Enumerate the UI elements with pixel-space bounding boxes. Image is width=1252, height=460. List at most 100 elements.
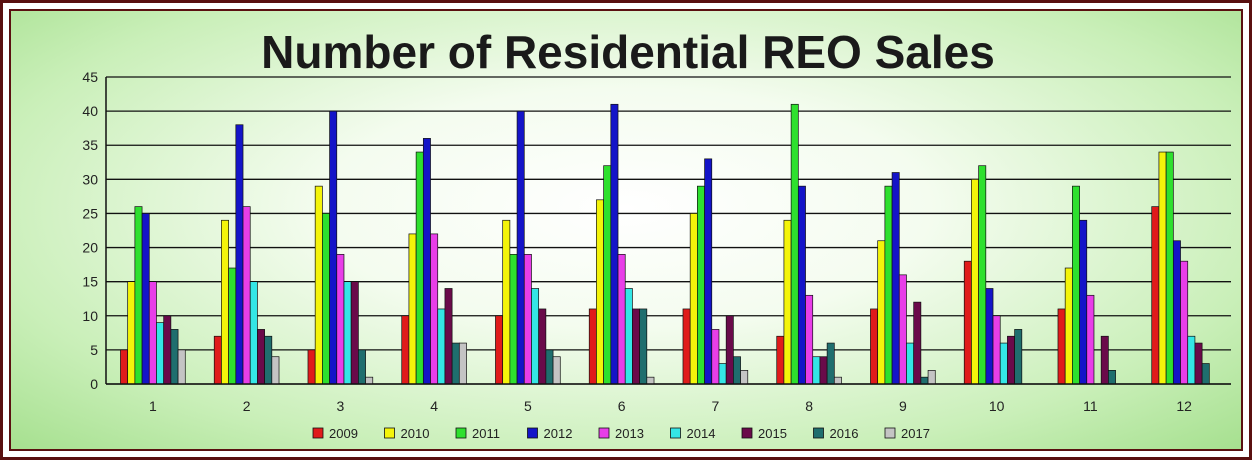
bar-2012-4 — [422, 138, 431, 385]
bar-2015-10 — [1007, 335, 1015, 385]
bar-2013-9 — [898, 274, 907, 385]
bar-2016-4 — [451, 342, 460, 385]
bar-2009-9 — [870, 308, 879, 385]
y-axis-ticks: 0 5 10 15 20 25 30 35 40 45 — [82, 69, 98, 392]
bar-2012-6 — [610, 103, 619, 385]
legend-swatch-2011 — [455, 427, 467, 439]
bar-2016-8 — [826, 342, 835, 385]
grid-lines — [106, 76, 1231, 385]
bar-2014-1 — [156, 322, 165, 385]
bar-2010-6 — [596, 199, 604, 385]
bar-2015-4 — [444, 288, 453, 385]
bar-2011-9 — [884, 185, 893, 385]
bar-2016-5 — [545, 349, 554, 385]
bar-2012-12 — [1172, 240, 1181, 385]
bar-2012-8 — [797, 185, 806, 385]
bar-2014-5 — [531, 288, 540, 385]
bar-2015-11 — [1100, 335, 1109, 385]
bar-2013-1 — [148, 281, 157, 385]
bar-2013-4 — [430, 233, 439, 385]
legend-label-2011: 2011 — [472, 426, 500, 441]
bar-2012-5 — [516, 110, 525, 385]
y-tick-label: 15 — [82, 274, 98, 290]
bar-2010-8 — [783, 219, 792, 385]
bar-2012-11 — [1079, 219, 1088, 385]
bar-2014-6 — [624, 288, 633, 385]
bar-2017-8 — [833, 376, 842, 385]
bar-2015-5 — [538, 308, 547, 385]
bar-2011-1 — [134, 206, 143, 385]
legend-swatch-2009 — [312, 427, 324, 439]
bar-2011-11 — [1072, 185, 1080, 385]
bar-2012-1 — [141, 213, 150, 385]
legend-swatch-2014 — [670, 427, 681, 439]
y-tick-label: 20 — [82, 240, 98, 256]
bar-2016-6 — [639, 308, 648, 385]
bar-2011-2 — [228, 267, 237, 385]
bar-2010-10 — [971, 178, 979, 385]
bar-2013-11 — [1086, 294, 1095, 385]
x-tick-label: 8 — [805, 398, 813, 414]
bar-2014-10 — [999, 342, 1008, 385]
bar-2014-8 — [812, 356, 821, 385]
x-tick-label: 12 — [1176, 398, 1192, 414]
bar-2009-7 — [682, 308, 691, 385]
bar-2014-4 — [437, 308, 446, 385]
legend-swatch-2016 — [813, 427, 824, 439]
y-tick-label: 0 — [90, 376, 98, 392]
x-tick-label: 6 — [618, 398, 626, 414]
x-tick-label: 9 — [899, 398, 907, 414]
bar-2013-3 — [336, 254, 345, 385]
bar-2010-1 — [127, 281, 136, 385]
bar-2017-5 — [552, 356, 561, 385]
bar-2010-4 — [408, 233, 417, 385]
bar-2014-12 — [1187, 335, 1196, 385]
bar-2016-3 — [358, 349, 366, 385]
x-axis-ticks: 1 2 3 4 5 6 7 8 9 10 11 12 — [149, 398, 1192, 414]
bar-2016-11 — [1108, 370, 1116, 385]
bar-2015-12 — [1194, 342, 1203, 385]
y-tick-label: 25 — [82, 205, 98, 221]
bar-2017-9 — [927, 370, 936, 385]
legend-label-2015: 2015 — [758, 426, 787, 441]
bar-2011-12 — [1165, 151, 1174, 385]
x-tick-label: 11 — [1083, 398, 1098, 414]
bar-2016-1 — [170, 329, 179, 385]
bar-2012-9 — [891, 172, 900, 385]
bar-chart: Number of Residential REO Sales 05101520… — [82, 26, 1231, 441]
bar-2015-7 — [725, 315, 734, 385]
bar-2011-6 — [603, 165, 612, 385]
bar-2015-1 — [163, 315, 172, 385]
bars — [120, 103, 1210, 385]
legend-swatch-2010 — [384, 427, 395, 439]
legend-swatch-2013 — [598, 427, 610, 439]
y-tick-label: 30 — [82, 171, 98, 187]
bar-2011-5 — [509, 254, 518, 385]
bar-2009-2 — [213, 335, 222, 385]
legend-swatch-2015 — [741, 427, 753, 439]
bar-2009-10 — [963, 260, 972, 385]
bar-2016-7 — [733, 356, 741, 385]
bar-2013-10 — [992, 315, 1001, 385]
legend-swatch-2017 — [884, 427, 896, 439]
bar-2009-5 — [495, 315, 504, 385]
bar-2011-7 — [697, 185, 705, 385]
bar-2017-1 — [177, 349, 186, 385]
bar-2016-2 — [264, 335, 273, 385]
legend-label-2012: 2012 — [544, 426, 573, 441]
bar-2010-5 — [502, 219, 511, 385]
legend-swatch-2012 — [527, 427, 538, 439]
x-tick-label: 1 — [149, 398, 157, 414]
bar-2013-6 — [617, 254, 626, 385]
bar-2011-8 — [790, 103, 799, 385]
bar-2010-12 — [1158, 151, 1167, 385]
bar-2014-3 — [343, 281, 352, 385]
bar-2016-9 — [920, 376, 929, 385]
bar-2013-7 — [711, 329, 720, 385]
y-tick-label: 5 — [90, 342, 98, 358]
bar-2009-12 — [1151, 206, 1160, 385]
y-tick-label: 45 — [82, 69, 98, 85]
x-tick-label: 7 — [711, 398, 719, 414]
x-tick-label: 10 — [989, 398, 1005, 414]
